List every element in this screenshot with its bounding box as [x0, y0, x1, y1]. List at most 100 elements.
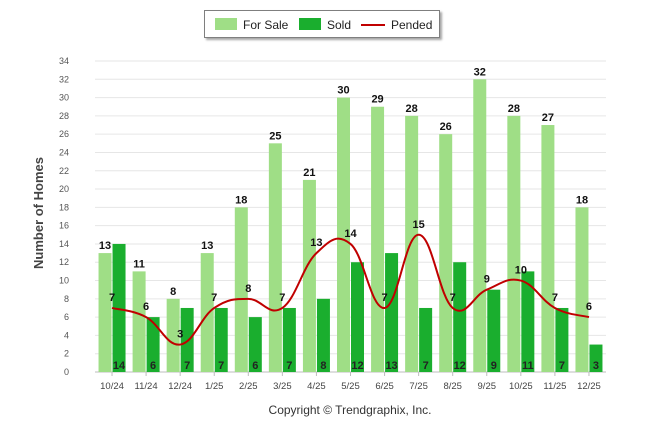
x-tick-label: 3/25 — [273, 381, 292, 392]
bar-for-sale — [268, 143, 282, 372]
label-for-sale: 30 — [337, 85, 349, 97]
label-sold: 7 — [184, 360, 190, 372]
data-labels: 13 14 7 11 6 6 8 7 3 13 7 7 18 6 8 25 7 7 21 8 13 30 12 14 29 13 7… — [99, 66, 599, 372]
x-tick-label: 12/24 — [168, 381, 192, 392]
label-pended: 15 — [413, 219, 425, 231]
y-tick-label: 34 — [59, 56, 69, 66]
label-for-sale: 21 — [303, 167, 315, 179]
bar-sold — [487, 289, 501, 372]
bar-sold — [282, 307, 296, 372]
label-sold: 11 — [522, 360, 534, 372]
bar-sold — [419, 307, 433, 372]
y-tick-label: 2 — [64, 349, 69, 359]
label-pended: 6 — [586, 301, 592, 313]
label-pended: 6 — [143, 301, 149, 313]
label-for-sale: 8 — [170, 286, 176, 298]
bar-for-sale — [302, 179, 316, 372]
bar-sold — [555, 307, 569, 372]
bar-sold — [521, 271, 535, 372]
legend-item-for-sale[interactable]: For Sale — [215, 18, 288, 32]
x-tick-label: 9/25 — [478, 381, 497, 392]
legend-label-pended: Pended — [391, 18, 433, 32]
y-tick-label: 20 — [59, 184, 69, 194]
bar-for-sale — [132, 271, 146, 372]
bar-sold — [112, 243, 126, 372]
bar-for-sale — [405, 115, 419, 372]
bar-sold — [248, 317, 262, 372]
label-sold: 14 — [113, 360, 126, 372]
y-tick-label: 14 — [59, 239, 69, 249]
label-sold: 13 — [385, 360, 397, 372]
label-for-sale: 29 — [371, 94, 383, 106]
label-for-sale: 13 — [99, 240, 111, 252]
legend-swatch-pended — [361, 24, 385, 26]
label-sold: 7 — [286, 360, 292, 372]
x-tick-label: 12/25 — [577, 381, 601, 392]
legend-swatch-sold — [299, 18, 321, 30]
label-pended: 7 — [109, 292, 115, 304]
bar-sold — [146, 317, 160, 372]
x-tick-label: 1/25 — [205, 381, 224, 392]
y-tick-label: 10 — [59, 276, 69, 286]
label-for-sale: 28 — [406, 103, 418, 115]
y-tick-label: 18 — [59, 202, 69, 212]
bars — [98, 79, 603, 373]
legend-item-pended[interactable]: Pended — [361, 18, 432, 32]
label-pended: 8 — [245, 283, 251, 295]
label-for-sale: 32 — [474, 66, 486, 78]
label-for-sale: 13 — [201, 240, 213, 252]
bar-for-sale — [234, 207, 248, 372]
bar-sold — [316, 298, 330, 372]
label-pended: 13 — [310, 237, 322, 249]
y-tick-label: 6 — [64, 312, 69, 322]
label-sold: 6 — [150, 360, 156, 372]
label-pended: 7 — [450, 292, 456, 304]
pended-line — [111, 233, 590, 346]
label-pended: 7 — [279, 292, 285, 304]
legend-label-sold: Sold — [327, 18, 352, 32]
label-sold: 3 — [593, 360, 599, 372]
legend: For Sale Sold Pended — [204, 10, 440, 38]
bar-for-sale — [166, 298, 180, 372]
y-tick-label: 28 — [59, 111, 69, 121]
copyright: Copyright © Trendgraphix, Inc. — [268, 403, 432, 417]
label-for-sale: 26 — [440, 121, 452, 133]
label-pended: 10 — [515, 265, 527, 277]
x-axis: 10/24 11/24 12/24 1/25 2/25 3/25 4/25 5/25 6/25 7… — [100, 372, 601, 392]
label-for-sale: 27 — [542, 112, 554, 124]
legend-label-for-sale: For Sale — [243, 18, 289, 32]
legend-item-sold[interactable]: Sold — [299, 18, 351, 32]
x-tick-label: 10/24 — [100, 381, 124, 392]
y-tick-label: 22 — [59, 166, 69, 176]
bar-for-sale — [200, 253, 214, 372]
x-tick-label: 11/24 — [135, 381, 158, 392]
y-tick-label: 32 — [59, 74, 69, 84]
label-pended: 7 — [211, 292, 217, 304]
label-sold: 8 — [320, 360, 326, 372]
bar-sold — [351, 262, 364, 372]
y-tick-label: 0 — [64, 367, 69, 377]
label-sold: 7 — [423, 360, 429, 372]
x-tick-label: 2/25 — [239, 381, 258, 392]
bar-sold — [180, 307, 194, 372]
bar-for-sale — [98, 253, 112, 372]
label-pended: 3 — [177, 329, 183, 341]
y-tick-label: 30 — [59, 93, 69, 103]
y-tick-label: 12 — [59, 257, 69, 267]
y-axis-title: Number of Homes — [31, 157, 46, 269]
x-tick-label: 8/25 — [443, 381, 462, 392]
label-sold: 12 — [351, 360, 363, 372]
y-tick-label: 4 — [64, 330, 69, 340]
x-tick-label: 7/25 — [409, 381, 428, 392]
label-for-sale: 18 — [576, 194, 588, 206]
bar-for-sale — [439, 134, 453, 372]
bar-sold — [453, 262, 467, 372]
bar-sold — [385, 253, 399, 372]
y-tick-label: 8 — [64, 294, 69, 304]
bar-for-sale — [507, 115, 521, 372]
bar-for-sale — [575, 207, 589, 372]
label-pended: 14 — [344, 228, 357, 240]
y-tick-label: 26 — [59, 129, 69, 139]
